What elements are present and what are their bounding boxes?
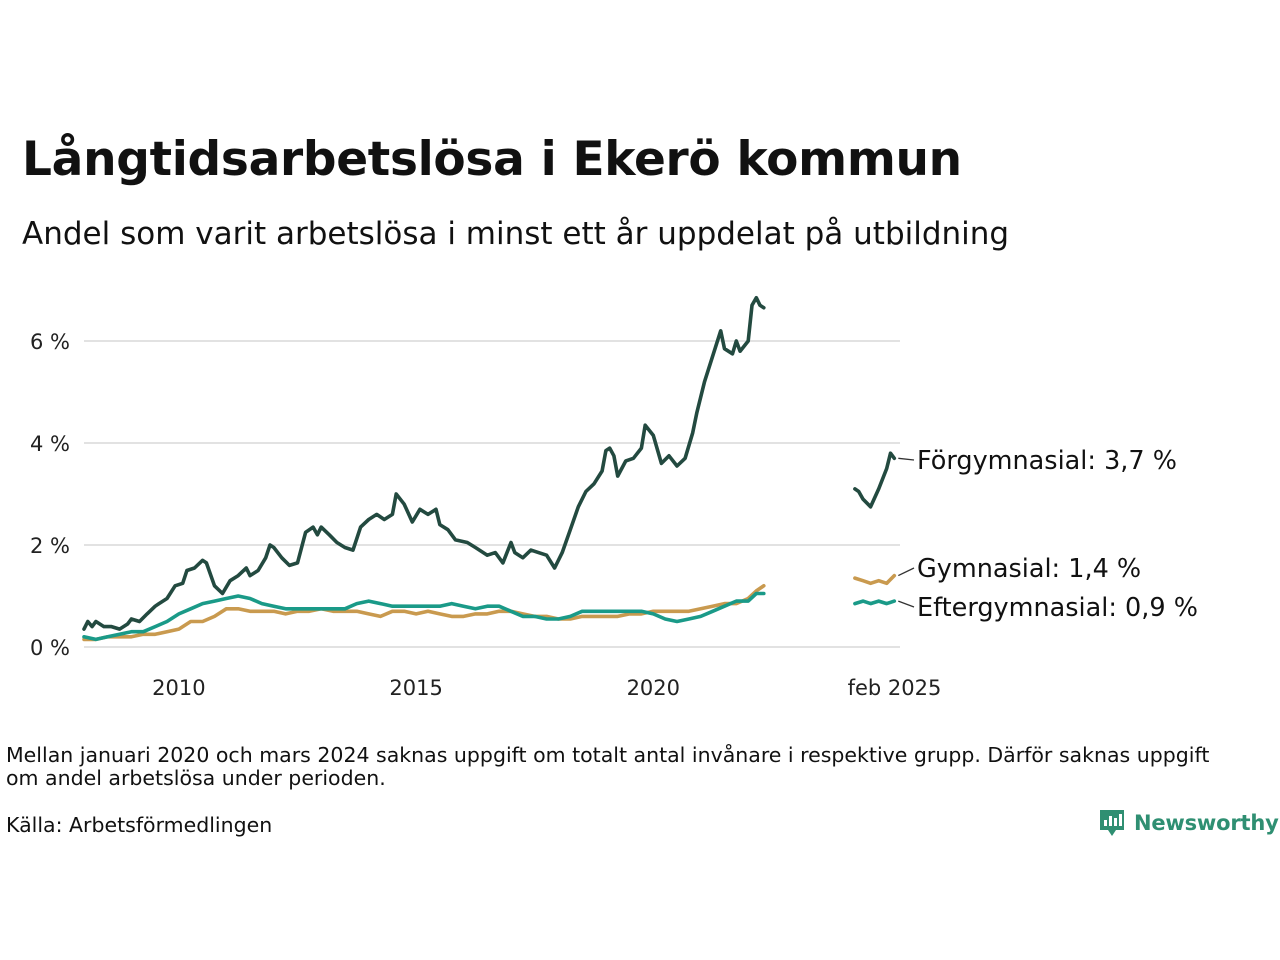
chart-subtitle: Andel som varit arbetslösa i minst ett å… xyxy=(22,216,1010,252)
series-line xyxy=(82,591,766,642)
series-end-label: Förgymnasial: 3,7 % xyxy=(917,446,1177,476)
brand-logo: Newsworthy xyxy=(1098,808,1279,838)
series-line xyxy=(853,451,897,509)
label-connector xyxy=(898,600,915,608)
label-connector xyxy=(898,567,915,577)
series-line xyxy=(82,584,766,642)
line-chart: 0 % 2 % 4 % 6 % 2010 2015 2020 feb 2025 Förgym… xyxy=(30,295,1198,700)
y-axis: 0 % 2 % 4 % 6 % xyxy=(30,330,70,660)
chart-title: Långtidsarbetslösa i Ekerö kommun xyxy=(22,132,962,187)
series-lines xyxy=(82,295,897,642)
bar-chart-icon xyxy=(1100,810,1124,836)
footnote: Mellan januari 2020 och mars 2024 saknas… xyxy=(6,743,1210,790)
y-tick-label: 4 % xyxy=(30,432,70,456)
series-labels: Förgymnasial: 3,7 % Gymnasial: 1,4 % Efter… xyxy=(898,446,1198,623)
series-end-label: Eftergymnasial: 0,9 % xyxy=(917,593,1198,623)
y-tick-label: 6 % xyxy=(30,330,70,354)
series-end-label: Gymnasial: 1,4 % xyxy=(917,554,1141,584)
grid-lines xyxy=(84,340,900,648)
x-tick-label: 2010 xyxy=(152,676,205,700)
source-text: Källa: Arbetsförmedlingen xyxy=(6,813,273,837)
series-line xyxy=(853,573,897,586)
x-axis: 2010 2015 2020 feb 2025 xyxy=(152,676,941,700)
brand-name: Newsworthy xyxy=(1134,811,1279,835)
y-tick-label: 0 % xyxy=(30,636,70,660)
x-tick-label: 2015 xyxy=(389,676,442,700)
series-line xyxy=(82,295,766,631)
label-connector xyxy=(898,457,915,461)
y-tick-label: 2 % xyxy=(30,534,70,558)
x-tick-label: feb 2025 xyxy=(848,676,942,700)
x-tick-label: 2020 xyxy=(627,676,680,700)
series-line xyxy=(853,599,897,606)
